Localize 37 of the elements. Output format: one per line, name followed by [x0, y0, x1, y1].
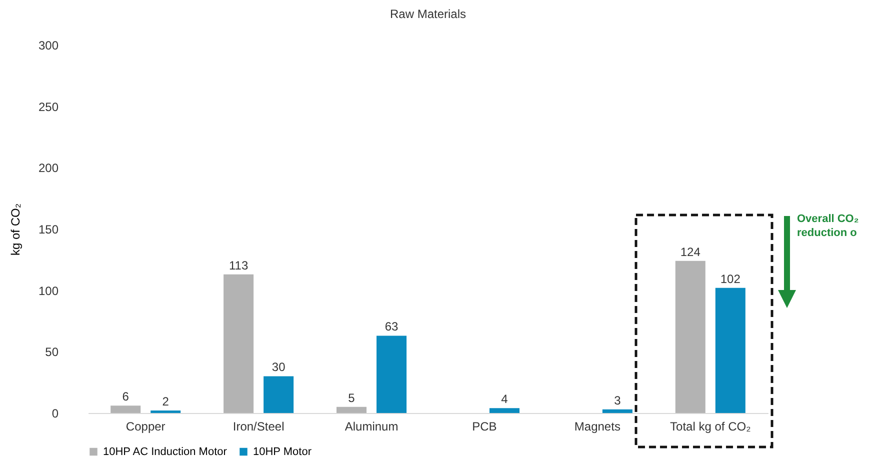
data-label: 113 — [228, 258, 248, 272]
data-label: 2 — [162, 394, 170, 409]
data-label: 4 — [501, 392, 508, 406]
bar — [110, 406, 141, 413]
y-tick-label: 100 — [38, 284, 59, 298]
bar — [264, 376, 294, 413]
y-tick-label: 50 — [45, 345, 59, 360]
x-tick-label: Total kg of CO₂ — [670, 420, 752, 434]
x-tick-label: Iron/Steel — [232, 420, 284, 434]
data-label: 5 — [348, 390, 356, 405]
data-label: 30 — [272, 360, 286, 374]
bar — [336, 406, 367, 413]
data-label: 6 — [122, 390, 130, 404]
x-tick-label: Magnets — [574, 420, 620, 434]
chart-title: Raw Materials — [390, 7, 466, 21]
legend-label: 10HP Motor — [253, 446, 312, 458]
y-axis-title: kg of CO₂ — [8, 203, 22, 256]
text: Overall CO₂ reduction o — [797, 212, 860, 240]
x-tick-label: Aluminum — [344, 420, 398, 434]
y-tick-label: 200 — [38, 161, 59, 176]
y-tick-label: 250 — [38, 100, 59, 114]
bar — [715, 288, 746, 413]
data-label: 102 — [720, 272, 741, 286]
bar — [602, 409, 632, 413]
bar — [489, 408, 520, 413]
y-tick-label: 150 — [38, 222, 59, 236]
bar — [675, 260, 706, 413]
x-tick-label: PCB — [472, 420, 497, 434]
x-tick-label: Copper — [126, 420, 166, 434]
data-label: 124 — [680, 244, 701, 259]
bar — [224, 274, 254, 413]
data-label: 3 — [614, 393, 622, 408]
legend-label: 10HP AC Induction Motor — [103, 446, 228, 458]
y-tick-label: 300 — [38, 38, 59, 52]
y-tick-label: 0 — [52, 406, 59, 420]
bar — [376, 336, 407, 413]
data-label: 63 — [384, 320, 399, 334]
